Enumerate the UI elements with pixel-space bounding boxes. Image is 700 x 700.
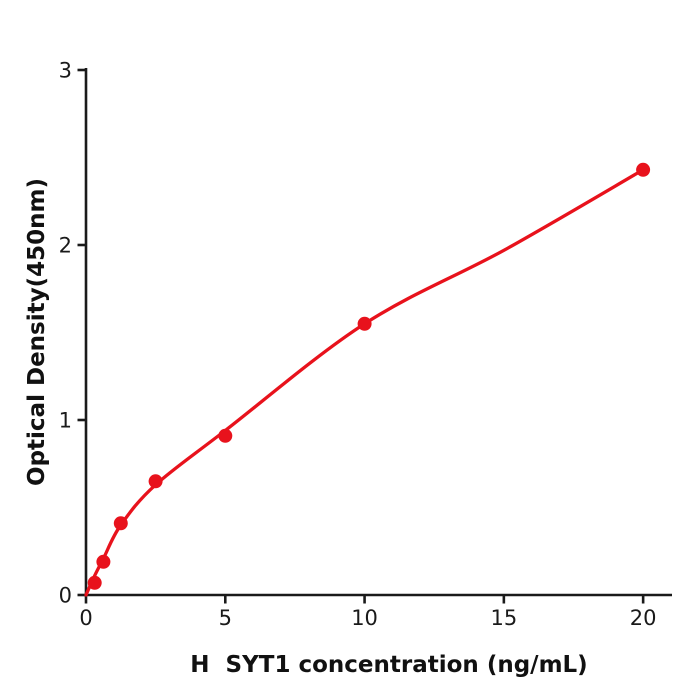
y-tick-label: 3 [59,59,72,83]
y-tick-label: 2 [59,234,72,258]
x-tick-label: 5 [219,606,232,630]
x-tick-label: 20 [630,606,657,630]
data-point [148,474,163,489]
y-axis-title: Optical Density(450nm) [24,178,50,486]
x-tick-label: 15 [490,606,517,630]
y-tick-label: 0 [59,584,72,608]
axes-layer: 0 5 10 15 20 0 1 2 3 [59,59,672,630]
data-point [357,316,372,331]
y-tick-label: 1 [59,409,72,433]
data-point [113,516,128,531]
x-axis-title: H SYT1 concentration (ng/mL) [190,652,587,678]
data-point [218,428,233,443]
data-point [87,575,102,590]
x-tick-label: 0 [79,606,92,630]
fit-curve [84,168,645,597]
data-point [636,162,651,177]
data-point [96,554,111,569]
data-layer [84,162,651,597]
x-tick-label: 10 [351,606,378,630]
